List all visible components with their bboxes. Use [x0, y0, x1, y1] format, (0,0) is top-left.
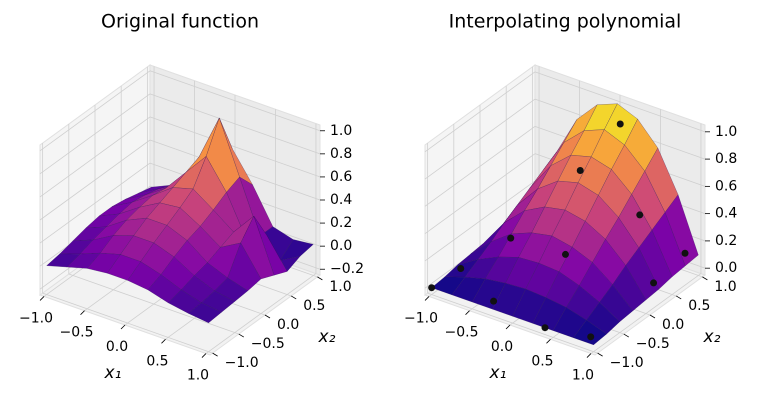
tick-mark — [675, 295, 682, 300]
tick-mark — [39, 296, 45, 301]
tick-mark — [201, 353, 207, 358]
tick-mark — [586, 353, 592, 358]
z-tick-label: 0.0 — [330, 238, 352, 254]
tick-mark — [161, 339, 166, 344]
grid-line — [424, 153, 536, 234]
node-point — [587, 333, 595, 341]
z-tick-label: 1.0 — [715, 124, 737, 140]
grid-line — [149, 93, 321, 155]
grid-line — [424, 71, 536, 153]
tick-mark — [505, 324, 511, 330]
surface-patch — [187, 302, 223, 324]
z-tick-label: 0.2 — [330, 215, 352, 231]
z-tick-label: 0.4 — [715, 206, 737, 222]
node-point — [636, 211, 644, 219]
x-axis-label: x₁ — [104, 363, 122, 383]
grid-line — [534, 71, 706, 133]
node-point — [650, 279, 658, 287]
tick-mark — [212, 352, 218, 357]
y-tick-label: −1.0 — [225, 355, 259, 371]
tick-mark — [317, 276, 323, 281]
x-tick-label: 1.0 — [572, 368, 594, 384]
grid-line — [424, 180, 536, 262]
y-tick-label: 1.0 — [329, 279, 351, 295]
node-point — [616, 120, 624, 128]
y-axis-label: x₂ — [318, 327, 336, 347]
z-tick-label: 0.6 — [330, 169, 352, 185]
tick-mark — [424, 296, 430, 301]
z-tick-label: 0.8 — [715, 151, 737, 167]
x-tick-label: −1.0 — [404, 310, 438, 326]
z-tick-label: 0.2 — [715, 233, 737, 249]
grid-line — [39, 139, 151, 221]
subplot: Interpolating polynomial−1.0−0.50.00.51.… — [404, 11, 737, 384]
node-point — [541, 324, 549, 332]
tick-mark — [238, 333, 245, 338]
z-tick-label: 0.6 — [715, 178, 737, 194]
tick-mark — [264, 314, 271, 319]
z-tick-label: 0.0 — [715, 260, 737, 276]
grid-line — [149, 70, 321, 132]
tick-mark — [80, 310, 85, 315]
x-tick-label: 0.0 — [106, 339, 128, 355]
x-tick-label: 0.0 — [491, 339, 513, 355]
grid-line — [39, 162, 151, 244]
node-point — [507, 234, 515, 242]
node-point — [576, 167, 584, 175]
z-tick-label: −0.2 — [330, 261, 364, 277]
y-tick-label: 0.5 — [688, 298, 710, 314]
grid-line — [424, 126, 536, 207]
node-point — [490, 297, 498, 305]
grid-line — [149, 116, 321, 178]
tick-mark — [702, 276, 708, 281]
z-tick-label: 0.8 — [330, 146, 352, 162]
x-tick-label: −0.5 — [445, 325, 479, 341]
z-tick-label: 0.4 — [330, 192, 352, 208]
grid-line — [427, 292, 598, 354]
y-tick-label: −0.5 — [251, 336, 285, 352]
y-tick-label: 0.0 — [662, 317, 684, 333]
tick-mark — [120, 324, 126, 330]
tick-mark — [290, 295, 297, 300]
node-point — [561, 250, 569, 258]
x-tick-label: −0.5 — [60, 325, 94, 341]
node-point — [428, 284, 436, 292]
x-axis-label: x₁ — [489, 363, 507, 383]
tick-mark — [465, 310, 470, 315]
y-tick-label: 1.0 — [714, 279, 736, 295]
surface-patch — [573, 319, 607, 346]
x-tick-label: −1.0 — [19, 310, 53, 326]
x-tick-label: 0.5 — [531, 353, 553, 369]
chart-title: Interpolating polynomial — [449, 11, 682, 33]
x-tick-label: 1.0 — [187, 368, 209, 384]
node-point — [681, 249, 689, 257]
y-tick-label: 0.5 — [303, 298, 325, 314]
y-tick-label: −1.0 — [610, 355, 644, 371]
chart-title: Original function — [101, 11, 259, 33]
grid-line — [39, 116, 151, 198]
grid-line — [68, 273, 239, 335]
grid-line — [424, 98, 536, 180]
grid-line — [39, 93, 151, 175]
y-axis-label: x₂ — [703, 327, 721, 347]
z-tick-label: 1.0 — [330, 123, 352, 139]
subplot: Original function−1.0−0.50.00.51.0−1.0−0… — [19, 11, 364, 384]
y-tick-label: 0.0 — [277, 317, 299, 333]
node-point — [457, 265, 465, 273]
y-tick-label: −0.5 — [636, 336, 670, 352]
tick-mark — [649, 314, 656, 319]
tick-mark — [597, 352, 603, 357]
grid-line — [42, 292, 213, 354]
x-tick-label: 0.5 — [146, 353, 168, 369]
grid-line — [39, 70, 151, 152]
tick-mark — [623, 333, 630, 338]
tick-mark — [546, 339, 551, 344]
